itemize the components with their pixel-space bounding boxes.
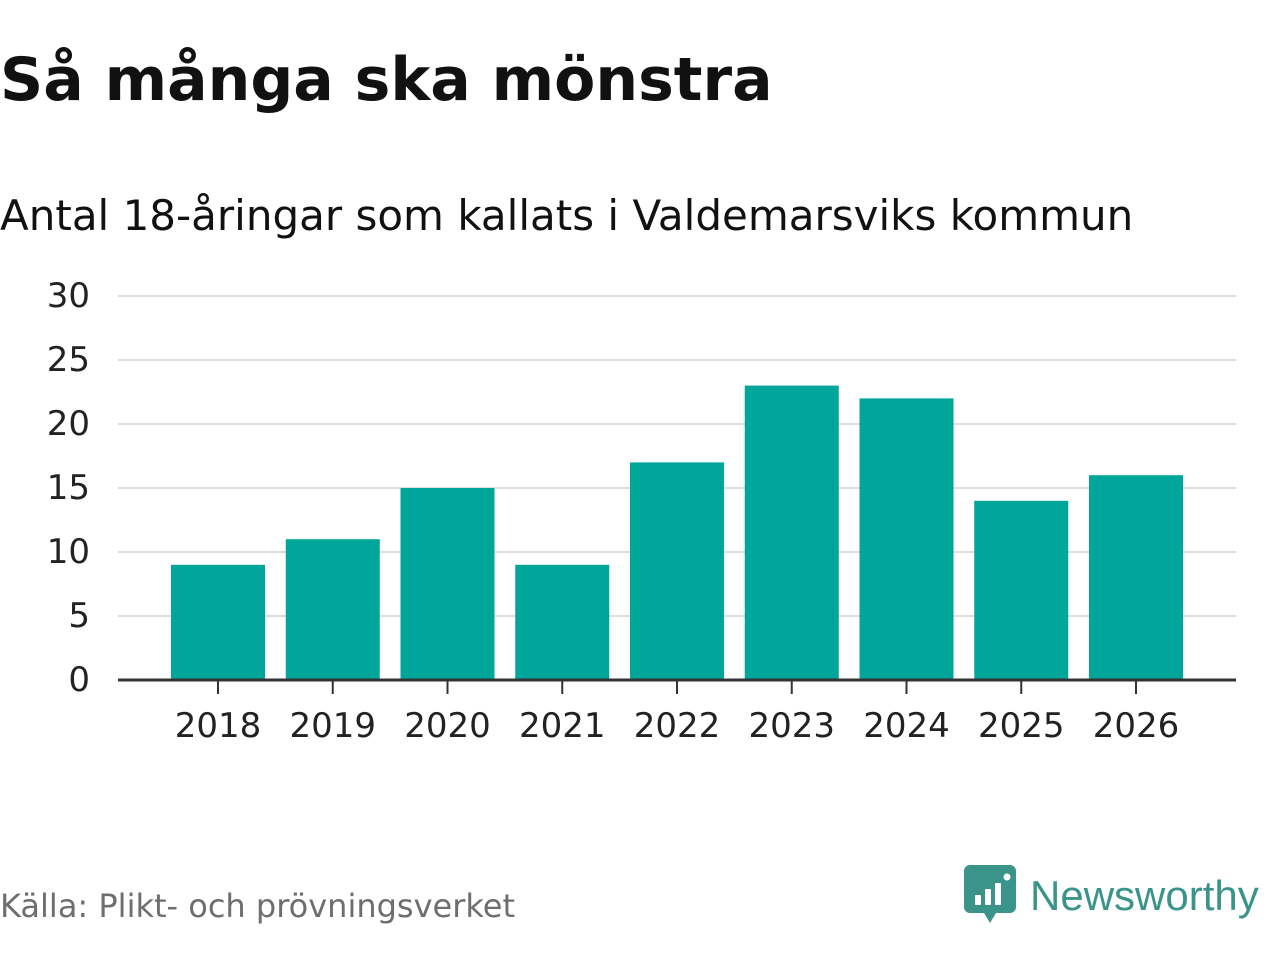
- bar-2020: [400, 488, 495, 680]
- x-tick-label: 2025: [978, 706, 1065, 746]
- newsworthy-logo-icon: [964, 865, 1016, 923]
- x-tick-label: 2021: [519, 706, 606, 746]
- bar-2022: [630, 462, 724, 680]
- x-axis-ticks: 2018 2019 2020 2021 2022 2023 2024 2025 2026: [175, 680, 1180, 746]
- bars: [171, 385, 1183, 680]
- source-note: Källa: Plikt- och prövningsverket: [0, 887, 515, 925]
- x-tick-label: 2019: [289, 706, 376, 746]
- bar-2026: [1089, 475, 1183, 680]
- chart-subtitle: Antal 18-åringar som kallats i Valdemars…: [0, 191, 1134, 240]
- y-tick-label: 30: [47, 276, 90, 316]
- y-axis-ticks: 0 5 10 15 20 25 30: [47, 276, 90, 700]
- x-tick-label: 2023: [748, 706, 835, 746]
- bar-2021: [515, 564, 610, 680]
- bar-2024: [859, 398, 954, 680]
- x-tick-label: 2018: [175, 706, 262, 746]
- x-tick-label: 2020: [404, 706, 491, 746]
- y-tick-label: 20: [47, 404, 90, 444]
- chart-title: Så många ska mönstra: [0, 45, 773, 115]
- x-tick-label: 2022: [634, 706, 721, 746]
- x-tick-label: 2026: [1093, 706, 1180, 746]
- y-tick-label: 5: [68, 596, 90, 636]
- bar-2025: [974, 500, 1069, 680]
- bar-2018: [171, 564, 265, 680]
- y-tick-label: 0: [68, 660, 90, 700]
- y-tick-label: 10: [47, 532, 90, 572]
- brand-name: Newsworthy: [1030, 872, 1259, 919]
- brand-logo[interactable]: Newsworthy: [964, 864, 1259, 928]
- bar-2023: [744, 385, 839, 680]
- bar-2019: [285, 539, 380, 680]
- y-tick-label: 25: [47, 340, 90, 380]
- y-tick-label: 15: [47, 468, 90, 508]
- x-tick-label: 2024: [863, 706, 950, 746]
